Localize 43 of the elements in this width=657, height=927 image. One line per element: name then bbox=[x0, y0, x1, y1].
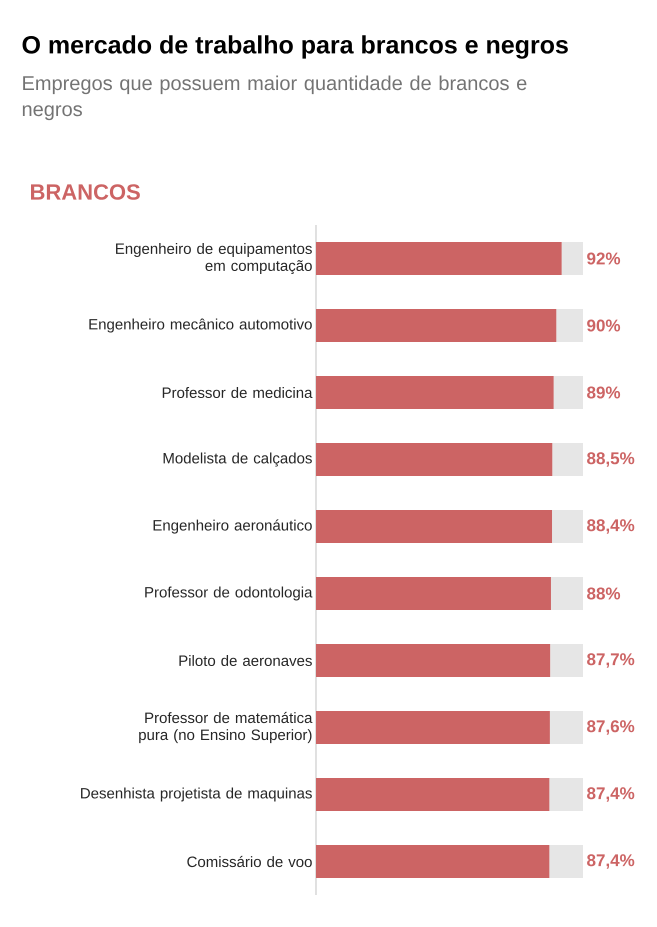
bar bbox=[550, 711, 583, 744]
data-label: 87,6% bbox=[587, 720, 634, 735]
bar bbox=[554, 376, 583, 410]
bar bbox=[316, 644, 550, 678]
bar bbox=[550, 644, 583, 678]
data-label: 88,5% bbox=[587, 452, 634, 467]
bar bbox=[316, 376, 554, 410]
data-label: 88,4% bbox=[587, 519, 634, 534]
bar bbox=[316, 845, 550, 878]
bar bbox=[549, 845, 583, 878]
data-label: 89% bbox=[587, 386, 620, 399]
y-tick-label: Engenheiro aeronáutico bbox=[154, 519, 312, 534]
bar bbox=[316, 778, 550, 812]
bar bbox=[316, 242, 562, 276]
bar bbox=[549, 778, 583, 812]
chart-subtitle: Empregos que possuem maior quantidade de brancos e negros bbox=[22, 76, 526, 120]
data-label: 90% bbox=[587, 319, 620, 332]
chart-title: O mercado de trabalho para brancos e negros bbox=[22, 35, 568, 59]
text: BRANCOS bbox=[31, 184, 140, 200]
bar bbox=[552, 443, 583, 476]
y-tick-label: Engenheiro mecânico automotivo bbox=[89, 318, 312, 333]
y-tick-label: Engenheiro de equipamentos em computação bbox=[116, 242, 312, 274]
bar bbox=[556, 309, 583, 342]
bar bbox=[316, 577, 551, 610]
bar bbox=[552, 510, 583, 544]
bar bbox=[316, 443, 552, 476]
y-tick-label: Professor de medicina bbox=[162, 386, 312, 398]
bar bbox=[316, 510, 552, 544]
data-label: 92% bbox=[587, 252, 620, 265]
bar bbox=[316, 711, 550, 744]
y-tick-label: Comissário de voo bbox=[187, 856, 312, 868]
y-tick-label: Professor de matemática pura (no Ensino Superior) bbox=[139, 712, 312, 744]
bar bbox=[550, 577, 583, 610]
y-tick-label: Piloto de aeronaves bbox=[179, 655, 312, 666]
y-tick-label: Modelista de calçados bbox=[164, 452, 312, 467]
data-label: 88% bbox=[587, 587, 620, 600]
y-tick-label: Professor de odontologia bbox=[145, 586, 312, 600]
y-tick-label: Desenhista projetista de maquinas bbox=[81, 788, 312, 802]
data-label: 87,4% bbox=[587, 854, 634, 869]
bar bbox=[562, 242, 583, 276]
data-label: 87,4% bbox=[587, 787, 634, 802]
bar bbox=[316, 309, 556, 342]
data-label: 87,7% bbox=[587, 653, 634, 668]
